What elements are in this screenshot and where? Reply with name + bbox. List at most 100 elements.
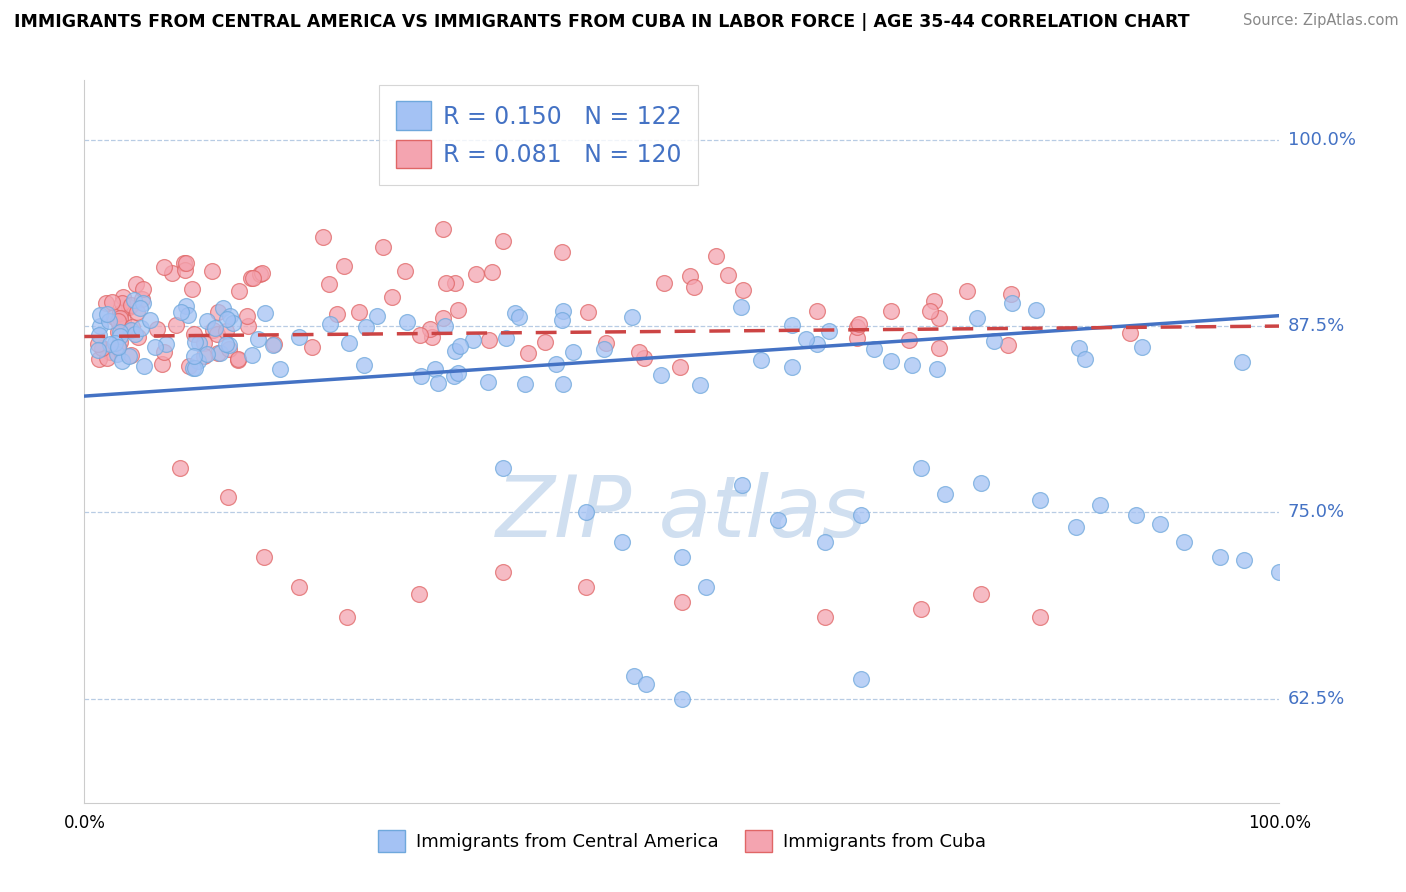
- Point: [96, 306, 118, 320]
- Point: [970, 475, 993, 490]
- Point: [851, 508, 873, 523]
- Text: Source: ZipAtlas.com: Source: ZipAtlas.com: [1243, 13, 1399, 29]
- Point: [426, 376, 449, 391]
- Point: [332, 260, 354, 274]
- Point: [111, 290, 134, 304]
- Point: [1069, 341, 1091, 355]
- Point: [918, 304, 941, 318]
- Point: [120, 348, 142, 362]
- Point: [551, 313, 574, 327]
- Point: [107, 325, 129, 339]
- Point: [447, 366, 470, 380]
- Point: [105, 346, 128, 360]
- Point: [319, 317, 342, 331]
- Point: [253, 549, 276, 564]
- Point: [98, 314, 121, 328]
- Point: [127, 330, 149, 344]
- Point: [120, 323, 142, 337]
- Point: [207, 346, 229, 360]
- Point: [1209, 549, 1232, 564]
- Point: [326, 307, 349, 321]
- Point: [112, 313, 135, 327]
- Point: [461, 334, 484, 348]
- Point: [1090, 498, 1112, 512]
- Point: [695, 580, 717, 594]
- Point: [595, 335, 617, 350]
- Point: [492, 460, 515, 475]
- Point: [170, 305, 193, 319]
- Point: [183, 349, 205, 363]
- Text: 75.0%: 75.0%: [1288, 503, 1346, 521]
- Point: [195, 313, 218, 327]
- Point: [1074, 352, 1097, 367]
- Point: [671, 549, 693, 564]
- Point: [103, 310, 125, 324]
- Point: [366, 309, 388, 323]
- Point: [146, 322, 169, 336]
- Point: [516, 346, 538, 360]
- Point: [208, 345, 231, 359]
- Point: [236, 310, 259, 324]
- Point: [120, 324, 142, 338]
- Point: [395, 315, 418, 329]
- Point: [704, 249, 727, 263]
- Point: [766, 513, 789, 527]
- Point: [621, 310, 644, 324]
- Point: [121, 319, 143, 334]
- Point: [650, 368, 672, 382]
- Point: [1025, 303, 1047, 318]
- Text: 87.5%: 87.5%: [1288, 317, 1346, 335]
- Point: [669, 360, 692, 375]
- Point: [1233, 553, 1256, 567]
- Point: [922, 294, 945, 309]
- Text: 100.0%: 100.0%: [1288, 131, 1355, 149]
- Point: [780, 359, 803, 374]
- Point: [733, 283, 755, 297]
- Point: [449, 339, 471, 353]
- Point: [633, 351, 655, 365]
- Point: [928, 341, 950, 355]
- Point: [434, 319, 457, 334]
- Point: [132, 296, 155, 310]
- Point: [111, 354, 134, 368]
- Point: [420, 330, 443, 344]
- Point: [143, 340, 166, 354]
- Point: [1029, 493, 1052, 508]
- Point: [443, 369, 465, 384]
- Point: [312, 229, 335, 244]
- Point: [575, 580, 598, 594]
- Point: [353, 358, 375, 372]
- Point: [970, 587, 993, 601]
- Point: [301, 340, 323, 354]
- Point: [183, 326, 205, 341]
- Point: [492, 565, 515, 579]
- Point: [150, 357, 173, 371]
- Point: [997, 338, 1019, 352]
- Point: [195, 347, 218, 361]
- Point: [928, 310, 950, 325]
- Point: [118, 301, 141, 315]
- Point: [108, 310, 131, 325]
- Point: [242, 270, 264, 285]
- Point: [562, 345, 585, 359]
- Point: [176, 299, 198, 313]
- Point: [184, 361, 207, 376]
- Point: [177, 308, 200, 322]
- Point: [103, 336, 125, 351]
- Point: [226, 352, 249, 367]
- Point: [226, 352, 249, 367]
- Point: [900, 358, 922, 372]
- Point: [432, 222, 454, 236]
- Point: [934, 487, 956, 501]
- Point: [1149, 517, 1171, 532]
- Point: [107, 340, 129, 354]
- Point: [551, 304, 574, 318]
- Point: [239, 270, 262, 285]
- Point: [263, 337, 285, 351]
- Point: [730, 301, 752, 315]
- Point: [444, 344, 467, 359]
- Point: [215, 324, 238, 338]
- Point: [794, 332, 817, 346]
- Point: [110, 325, 132, 339]
- Point: [120, 298, 142, 312]
